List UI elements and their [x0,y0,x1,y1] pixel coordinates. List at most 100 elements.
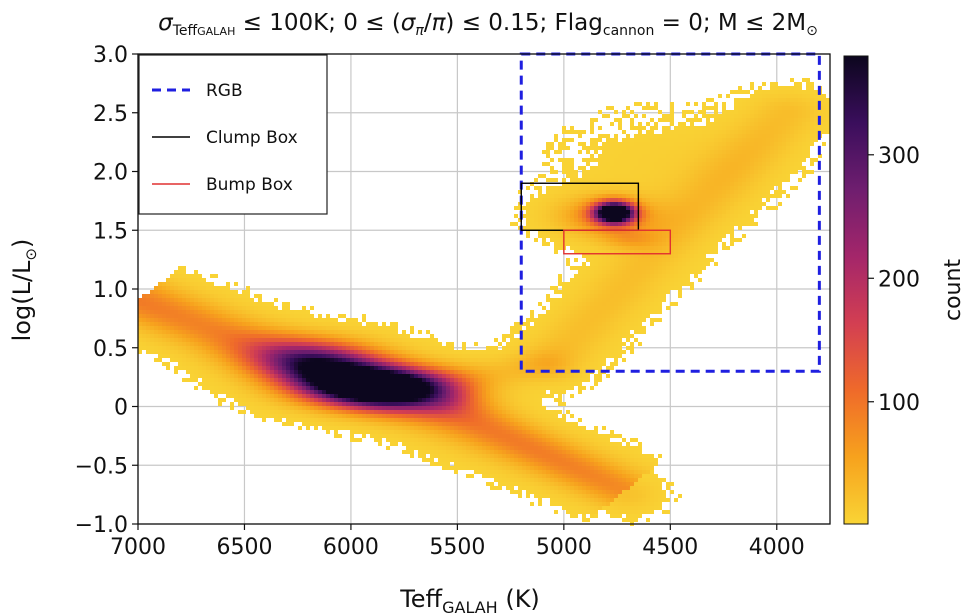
heatmap-cell [502,370,506,374]
heatmap-cell [282,358,286,362]
heatmap-cell [230,362,234,366]
heatmap-cell [578,250,582,254]
heatmap-cell [510,362,514,366]
heatmap-cell [158,338,162,342]
heatmap-cell [154,350,158,354]
heatmap-cell [494,446,498,450]
heatmap-cell [526,218,530,222]
heatmap-cell [526,378,530,382]
heatmap-cell [590,330,594,334]
heatmap-cell [530,502,534,506]
heatmap-cell [486,462,490,466]
heatmap-cell [554,442,558,446]
heatmap-cell [602,246,606,250]
heatmap-cell [166,290,170,294]
heatmap-cell [246,382,250,386]
heatmap-cell [426,382,430,386]
heatmap-cell [566,430,570,434]
heatmap-cell [562,382,566,386]
heatmap-cell [586,478,590,482]
heatmap-cell [426,418,430,422]
heatmap-cell [326,330,330,334]
heatmap-cell [610,458,614,462]
heatmap-cell [330,370,334,374]
heatmap-cell [230,294,234,298]
heatmap-cell [502,362,506,366]
heatmap-cell [562,442,566,446]
heatmap-cell [454,462,458,466]
heatmap-cell [290,390,294,394]
heatmap-cell [630,234,634,238]
heatmap-cell [494,470,498,474]
heatmap-cell [622,142,626,146]
heatmap-cell [490,458,494,462]
heatmap-cell [362,398,366,402]
heatmap-cell [506,450,510,454]
heatmap-cell [606,238,610,242]
heatmap-cell [566,458,570,462]
heatmap-cell [210,366,214,370]
heatmap-cell [262,406,266,410]
heatmap-cell [406,398,410,402]
heatmap-cell [622,314,626,318]
heatmap-cell [490,462,494,466]
heatmap-cell [550,466,554,470]
heatmap-cell [586,206,590,210]
heatmap-cell [506,474,510,478]
heatmap-cell [414,406,418,410]
heatmap-cell [630,490,634,494]
heatmap-cell [570,318,574,322]
heatmap-cell [334,394,338,398]
heatmap-cell [206,378,210,382]
heatmap-cell [182,362,186,366]
heatmap-cell [538,422,542,426]
heatmap-cell [626,134,630,138]
heatmap-cell [210,290,214,294]
heatmap-cell [538,330,542,334]
heatmap-cell [534,238,538,242]
heatmap-cell [554,170,558,174]
heatmap-cell [298,310,302,314]
heatmap-cell [578,486,582,490]
heatmap-cell [214,326,218,330]
heatmap-cell [530,338,534,342]
heatmap-cell [530,458,534,462]
heatmap-cell [254,330,258,334]
heatmap-cell [390,338,394,342]
heatmap-cell [594,246,598,250]
heatmap-cell [226,394,230,398]
heatmap-cell [366,422,370,426]
heatmap-cell [470,386,474,390]
heatmap-cell [458,462,462,466]
heatmap-cell [618,434,622,438]
heatmap-cell [282,302,286,306]
heatmap-cell [258,394,262,398]
heatmap-cell [610,146,614,150]
heatmap-cell [174,282,178,286]
heatmap-cell [574,382,578,386]
heatmap-cell [314,350,318,354]
heatmap-cell [562,418,566,422]
heatmap-cell [170,282,174,286]
heatmap-cell [394,346,398,350]
heatmap-cell [510,358,514,362]
heatmap-cell [558,222,562,226]
heatmap-cell [414,390,418,394]
heatmap-cell [238,294,242,298]
heatmap-cell [558,438,562,442]
heatmap-cell [502,470,506,474]
heatmap-cell [258,414,262,418]
heatmap-cell [514,382,518,386]
heatmap-cell [522,462,526,466]
heatmap-cell [338,398,342,402]
heatmap-cell [474,414,478,418]
heatmap-cell [266,366,270,370]
heatmap-cell [498,466,502,470]
heatmap-cell [562,138,566,142]
heatmap-cell [614,358,618,362]
heatmap-cell [474,350,478,354]
heatmap-cell [434,430,438,434]
heatmap-cell [566,226,570,230]
heatmap-cell [478,450,482,454]
heatmap-cell [370,358,374,362]
